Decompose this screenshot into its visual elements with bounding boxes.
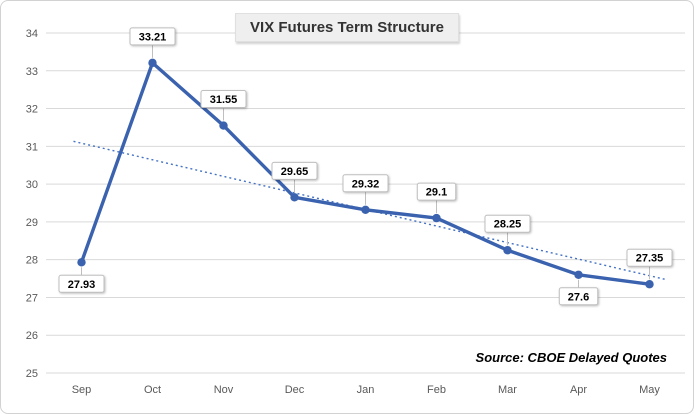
x-axis-tick-label: Mar (498, 384, 517, 396)
data-label-box (271, 161, 318, 180)
y-axis-tick-label: 25 (26, 368, 38, 380)
data-label: 33.21 (129, 27, 176, 46)
y-axis-tick-label: 30 (26, 179, 38, 191)
data-point-marker (574, 270, 583, 279)
data-label-text: 29.1 (426, 187, 447, 199)
data-point-marker (645, 280, 654, 289)
data-label-box (484, 214, 531, 233)
x-axis-tick-label: Nov (214, 384, 234, 396)
data-label: 29.65 (271, 161, 318, 180)
data-label-text: 27.6 (568, 291, 589, 303)
x-axis-tick-label: Sep (72, 384, 92, 396)
data-point-marker (219, 121, 228, 130)
x-axis-tick-label: May (639, 384, 660, 396)
data-label-text: 27.35 (636, 253, 664, 265)
data-label-box (58, 274, 105, 293)
data-label-text: 29.32 (352, 178, 380, 190)
data-label: 31.55 (200, 90, 247, 109)
data-label-text: 28.25 (494, 219, 522, 231)
y-axis-tick-label: 34 (26, 28, 38, 40)
data-label-box (416, 182, 457, 201)
trendline (73, 140, 666, 281)
data-point-marker (503, 246, 512, 255)
data-label: 27.35 (626, 248, 673, 267)
y-axis-tick-label: 26 (26, 330, 38, 342)
data-label-text: 27.93 (68, 279, 96, 291)
data-point-marker (361, 205, 370, 214)
data-label: 27.6 (558, 287, 599, 306)
series-line (79, 61, 652, 286)
x-axis-tick-label: Feb (427, 384, 446, 396)
x-axis-tick-label: Jan (357, 384, 375, 396)
data-label-text: 31.55 (210, 94, 238, 106)
data-label: 29.1 (416, 182, 457, 201)
source-note: Source: CBOE Delayed Quotes (475, 350, 667, 365)
data-label-box (342, 174, 389, 193)
y-axis-tick-label: 27 (26, 292, 38, 304)
data-label-box (626, 248, 673, 267)
x-axis-tick-label: Apr (570, 384, 587, 396)
data-label-text: 29.65 (281, 166, 309, 178)
x-axis-tick-label: Oct (144, 384, 161, 396)
data-point-marker (290, 193, 299, 202)
data-label-box (129, 27, 176, 46)
data-label: 27.93 (58, 274, 105, 293)
data-point-marker (148, 58, 157, 68)
data-label-box (200, 90, 247, 109)
data-label-box (558, 287, 599, 306)
data-label-text: 33.21 (139, 31, 167, 43)
data-point-marker (77, 258, 86, 267)
y-axis-tick-label: 31 (26, 141, 38, 153)
chart-title: VIX Futures Term Structure (235, 13, 459, 42)
data-point-marker (432, 213, 441, 223)
data-label: 29.32 (342, 174, 389, 193)
x-axis-tick-label: Dec (285, 384, 305, 396)
y-axis-tick-label: 29 (26, 217, 38, 229)
y-axis-tick-label: 32 (26, 104, 38, 116)
data-label: 28.25 (484, 214, 531, 233)
y-axis-tick-label: 33 (26, 66, 38, 78)
y-axis-tick-label: 28 (26, 255, 38, 267)
